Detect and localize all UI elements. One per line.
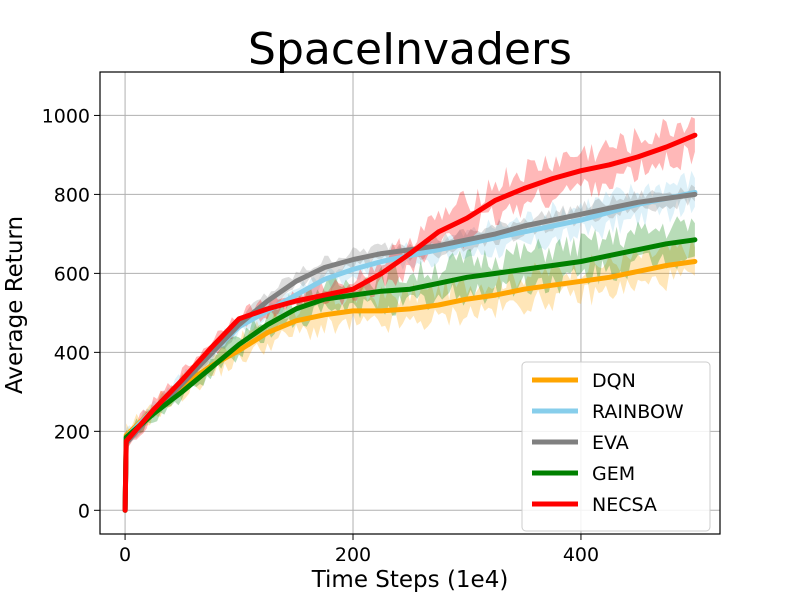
line-gem: [122, 237, 698, 513]
x-tick-label: 400: [563, 544, 599, 566]
x-tick-label: 200: [335, 544, 371, 566]
legend-label-gem: GEM: [592, 463, 635, 485]
y-tick-label: 0: [78, 500, 90, 522]
line-necsa: [122, 132, 698, 513]
y-tick-label: 1000: [42, 105, 90, 127]
series-lines: [122, 132, 698, 513]
y-axis-label: Average Return: [2, 216, 28, 394]
line-eva: [122, 191, 698, 513]
legend-label-rainbow: RAINBOW: [592, 401, 684, 423]
y-tick-label: 400: [54, 342, 90, 364]
y-tick-label: 200: [54, 421, 90, 443]
axis-ticks: 0 200 400 0 200 400 600 800 1000: [42, 105, 599, 566]
x-tick-label: 0: [119, 544, 131, 566]
band-gem: [125, 216, 695, 518]
legend-label-eva: EVA: [592, 432, 629, 454]
x-axis-label: Time Steps (1e4): [311, 567, 509, 593]
plot-frame: [99, 71, 721, 535]
y-tick-label: 800: [54, 184, 90, 206]
legend-label-necsa: NECSA: [592, 494, 657, 516]
y-tick-label: 600: [54, 263, 90, 285]
legend: DQN RAINBOW EVA GEM NECSA: [521, 361, 711, 532]
legend-label-dqn: DQN: [592, 370, 636, 392]
line-dqn: [122, 259, 698, 513]
chart-title: SpaceInvaders: [248, 24, 572, 75]
band-dqn: [125, 237, 695, 514]
legend-box: [521, 361, 711, 532]
